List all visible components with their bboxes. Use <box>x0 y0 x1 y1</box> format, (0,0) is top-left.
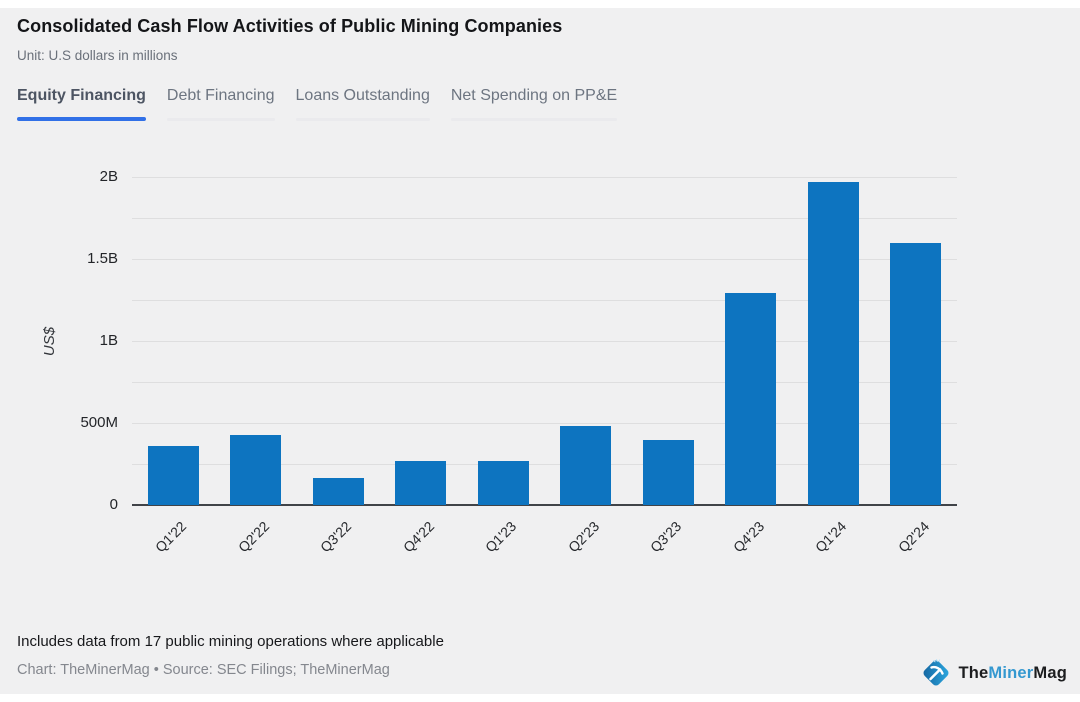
bar-q4-22[interactable] <box>395 461 446 505</box>
bar-q4-23[interactable] <box>725 293 776 505</box>
tab-equity-financing[interactable]: Equity Financing <box>17 87 146 121</box>
tab-bar: Equity Financing Debt Financing Loans Outs… <box>17 87 638 121</box>
bar-q3-22[interactable] <box>313 478 364 505</box>
y-tick-label: 500M <box>80 414 118 431</box>
pickaxe-icon <box>923 659 949 686</box>
gridline <box>132 423 957 424</box>
logo-wordmark: TheMinerMag <box>958 663 1067 682</box>
y-tick-label: 2B <box>99 168 118 185</box>
gridline <box>132 218 957 219</box>
tab-underline <box>295 118 430 121</box>
gridline <box>132 382 957 383</box>
y-tick-label: 1.5B <box>87 250 118 267</box>
tab-loans-outstanding[interactable]: Loans Outstanding <box>295 87 430 121</box>
page-subtitle: Unit: U.S dollars in millions <box>17 48 178 63</box>
bar-q2-23[interactable] <box>560 426 611 505</box>
gridline <box>132 341 957 342</box>
tab-net-spending-on-pp-e[interactable]: Net Spending on PP&E <box>450 87 618 121</box>
tab-underline <box>166 118 275 121</box>
tab-label: Loans Outstanding <box>295 87 430 104</box>
theminermag-logo: TheMinerMag <box>920 657 1067 689</box>
tab-label: Debt Financing <box>166 87 275 104</box>
gridline <box>132 464 957 465</box>
bar-q3-23[interactable] <box>643 440 694 505</box>
gridline <box>132 259 957 260</box>
bar-q2-24[interactable] <box>890 243 941 505</box>
tab-label: Equity Financing <box>17 87 146 104</box>
bar-q1-24[interactable] <box>808 182 859 505</box>
active-tab-underline <box>17 117 146 121</box>
bar-q1-23[interactable] <box>478 461 529 505</box>
y-tick-label: 0 <box>109 496 118 513</box>
gridline <box>132 300 957 301</box>
y-axis-title: US$ <box>41 326 59 357</box>
gridline <box>132 177 957 178</box>
x-axis-line <box>132 504 957 506</box>
bar-q1-22[interactable] <box>148 446 199 505</box>
tab-underline <box>450 118 618 121</box>
y-tick-label: 1B <box>99 332 118 349</box>
footer-source: Chart: TheMinerMag • Source: SEC Filings… <box>17 662 390 678</box>
footer-note: Includes data from 17 public mining oper… <box>17 633 444 650</box>
bar-q2-22[interactable] <box>230 435 281 505</box>
tab-debt-financing[interactable]: Debt Financing <box>166 87 275 121</box>
page-title: Consolidated Cash Flow Activities of Pub… <box>17 16 563 36</box>
tab-label: Net Spending on PP&E <box>450 87 618 104</box>
